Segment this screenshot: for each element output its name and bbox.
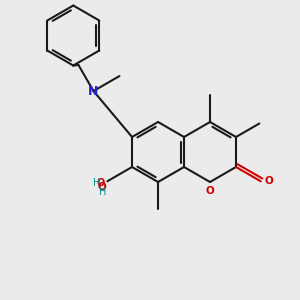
Text: O: O (96, 178, 104, 188)
Text: O: O (98, 182, 106, 192)
Text: H: H (99, 187, 106, 197)
Text: O: O (265, 176, 273, 186)
Text: O: O (206, 186, 214, 196)
Text: N: N (88, 85, 99, 98)
Text: H: H (93, 178, 100, 188)
